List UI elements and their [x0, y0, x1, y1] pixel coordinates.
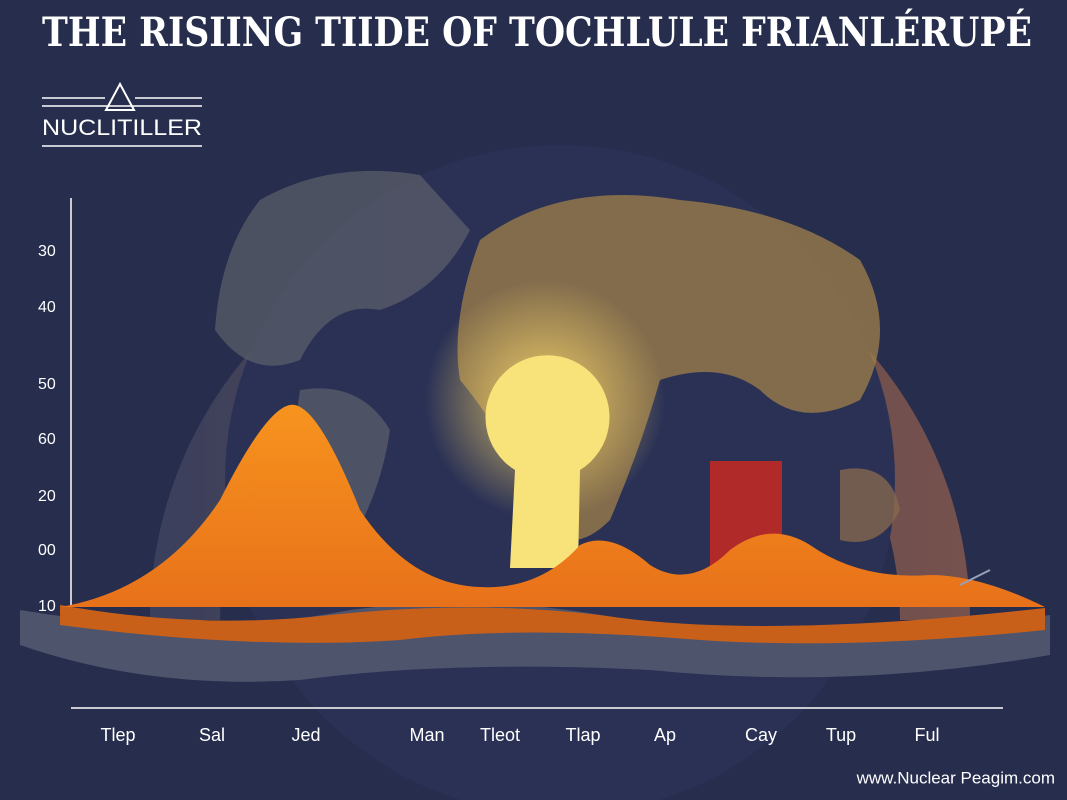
y-label: 30 — [38, 243, 56, 260]
x-label: Ful — [914, 725, 939, 745]
x-label: Tlap — [565, 725, 600, 745]
x-label: Tup — [826, 725, 856, 745]
footer: www.Nuclear Peagim.com — [856, 768, 1055, 787]
y-label: 00 — [38, 542, 56, 559]
y-label: 60 — [38, 431, 56, 448]
area — [60, 404, 1045, 607]
x-label: Ap — [654, 725, 676, 745]
x-label: Man — [409, 725, 444, 745]
tick — [959, 569, 991, 586]
y-label: 40 — [38, 299, 56, 316]
x-label: Jed — [291, 725, 320, 745]
y-label: 10 — [38, 598, 56, 615]
title: THE RISIING TIIDE OF TOCHLULE FRIANLÉRUP… — [42, 9, 1032, 56]
logo-text: NUCLITILLER — [42, 115, 202, 140]
x-label: Tlep — [100, 725, 135, 745]
x-label: Cay — [745, 725, 777, 745]
wave — [60, 605, 1045, 644]
x-label: Tleot — [480, 725, 520, 745]
logo: NUCLITILLER — [42, 81, 202, 147]
keyhole — [485, 355, 610, 568]
y-label: 50 — [38, 376, 56, 393]
y-label: 20 — [38, 488, 56, 505]
x-label: Sal — [199, 725, 225, 745]
